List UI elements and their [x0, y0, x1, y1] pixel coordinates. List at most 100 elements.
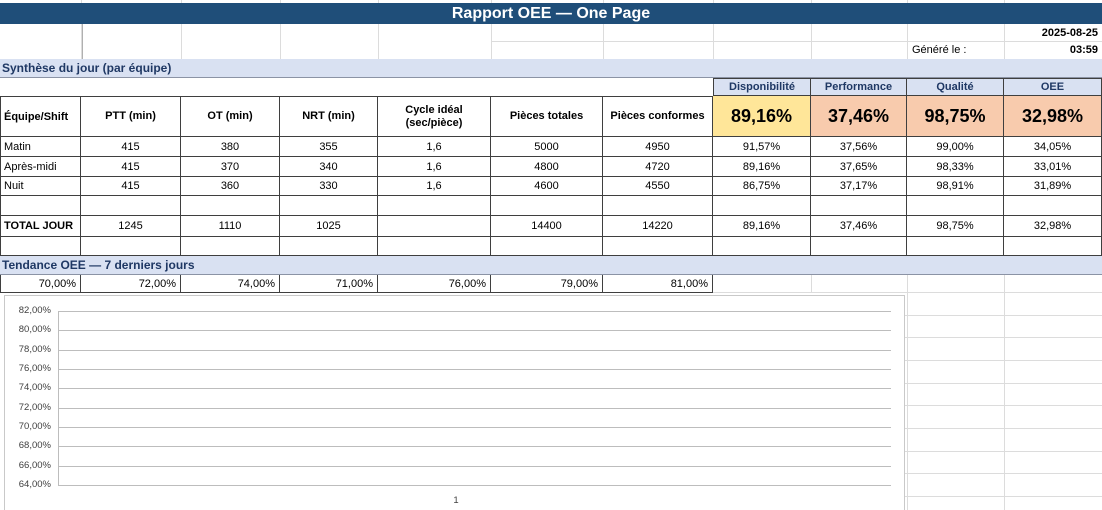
- kpi-header-qualite[interactable]: Qualité: [907, 78, 1004, 96]
- empty-cells[interactable]: [0, 78, 713, 96]
- table-cell[interactable]: [713, 237, 811, 256]
- table-cell[interactable]: 14220: [603, 216, 713, 237]
- table-cell[interactable]: Nuit: [0, 177, 81, 196]
- table-cell[interactable]: 99,00%: [907, 137, 1004, 157]
- table-cell[interactable]: [280, 196, 378, 216]
- table-cell[interactable]: [491, 237, 603, 256]
- table-cell[interactable]: 415: [81, 137, 181, 157]
- generated-label[interactable]: Généré le :: [912, 44, 967, 56]
- kpi-header-disponibilite[interactable]: Disponibilité: [713, 78, 811, 96]
- table-cell[interactable]: 14400: [491, 216, 603, 237]
- table-cell[interactable]: [603, 196, 713, 216]
- table-cell[interactable]: 1,6: [378, 177, 491, 196]
- column-header-ot[interactable]: OT (min): [181, 96, 280, 137]
- table-cell[interactable]: [1004, 196, 1102, 216]
- trend-value-cell[interactable]: 72,00%: [81, 275, 181, 293]
- trend-value-cell[interactable]: 71,00%: [280, 275, 378, 293]
- table-cell[interactable]: 4800: [491, 157, 603, 177]
- report-date[interactable]: 2025-08-25: [1041, 27, 1098, 39]
- table-cell[interactable]: [811, 237, 907, 256]
- table-cell[interactable]: 91,57%: [713, 137, 811, 157]
- table-cell[interactable]: 37,56%: [811, 137, 907, 157]
- table-cell[interactable]: [81, 237, 181, 256]
- table-cell[interactable]: 380: [181, 137, 280, 157]
- table-cell[interactable]: 86,75%: [713, 177, 811, 196]
- table-cell[interactable]: [811, 196, 907, 216]
- kpi-value-disponibilite[interactable]: 89,16%: [713, 96, 811, 137]
- kpi-value-qualite[interactable]: 98,75%: [907, 96, 1004, 137]
- kpi-header-oee[interactable]: OEE: [1004, 78, 1102, 96]
- table-cell[interactable]: 4600: [491, 177, 603, 196]
- table-cell[interactable]: Après-midi: [0, 157, 81, 177]
- table-cell[interactable]: 360: [181, 177, 280, 196]
- table-cell[interactable]: [0, 196, 81, 216]
- y-axis-tick-label: 82,00%: [18, 305, 51, 316]
- kpi-value-performance[interactable]: 37,46%: [811, 96, 907, 137]
- table-cell[interactable]: [378, 216, 491, 237]
- trend-value-cell[interactable]: 76,00%: [378, 275, 491, 293]
- table-cell[interactable]: 415: [81, 177, 181, 196]
- table-cell[interactable]: [181, 237, 280, 256]
- trend-value-cell[interactable]: 70,00%: [0, 275, 81, 293]
- table-cell[interactable]: [907, 196, 1004, 216]
- table-cell[interactable]: 4720: [603, 157, 713, 177]
- column-header-ptt[interactable]: PTT (min): [81, 96, 181, 137]
- section-header-tendance[interactable]: Tendance OEE — 7 derniers jours: [0, 256, 1102, 275]
- report-title-bar[interactable]: Rapport OEE — One Page: [0, 3, 1102, 24]
- column-header-cycle-ideal[interactable]: Cycle idéal (sec/pièce): [378, 96, 491, 137]
- table-row-nuit: Nuit 415 360 330 1,6 4600 4550 86,75% 37…: [0, 177, 1102, 196]
- table-cell[interactable]: 98,33%: [907, 157, 1004, 177]
- column-header-pieces-totales[interactable]: Pièces totales: [491, 96, 603, 137]
- y-axis-tick-label: 66,00%: [18, 460, 51, 471]
- table-cell[interactable]: 31,89%: [1004, 177, 1102, 196]
- table-cell[interactable]: 32,98%: [1004, 216, 1102, 237]
- table-cell[interactable]: [491, 196, 603, 216]
- kpi-header-performance[interactable]: Performance: [811, 78, 907, 96]
- table-cell[interactable]: 37,46%: [811, 216, 907, 237]
- table-cell[interactable]: 1,6: [378, 157, 491, 177]
- table-cell[interactable]: [378, 196, 491, 216]
- table-cell[interactable]: 1110: [181, 216, 280, 237]
- table-cell[interactable]: 330: [280, 177, 378, 196]
- table-cell[interactable]: 370: [181, 157, 280, 177]
- table-cell[interactable]: Matin: [0, 137, 81, 157]
- table-cell[interactable]: 1245: [81, 216, 181, 237]
- table-cell[interactable]: 37,17%: [811, 177, 907, 196]
- section-header-synthese[interactable]: Synthèse du jour (par équipe): [0, 59, 1102, 78]
- table-cell[interactable]: [713, 196, 811, 216]
- table-cell[interactable]: 1,6: [378, 137, 491, 157]
- table-cell[interactable]: 33,01%: [1004, 157, 1102, 177]
- table-cell[interactable]: 98,75%: [907, 216, 1004, 237]
- oee-trend-chart[interactable]: 82,00% 80,00% 78,00% 76,00% 74,00% 72,00…: [4, 295, 905, 510]
- column-header-equipe[interactable]: Équipe/Shift: [0, 96, 81, 137]
- table-cell[interactable]: [181, 196, 280, 216]
- trend-value-cell[interactable]: 81,00%: [603, 275, 713, 293]
- table-cell[interactable]: 89,16%: [713, 216, 811, 237]
- sheet-gridline: [1004, 275, 1005, 510]
- table-cell[interactable]: 37,65%: [811, 157, 907, 177]
- table-cell[interactable]: 89,16%: [713, 157, 811, 177]
- table-cell[interactable]: 4550: [603, 177, 713, 196]
- column-header-nrt[interactable]: NRT (min): [280, 96, 378, 137]
- table-cell[interactable]: 355: [280, 137, 378, 157]
- table-cell[interactable]: 1025: [280, 216, 378, 237]
- table-cell-total-label[interactable]: TOTAL JOUR: [0, 216, 81, 237]
- table-cell[interactable]: 34,05%: [1004, 137, 1102, 157]
- table-cell[interactable]: [81, 196, 181, 216]
- table-cell[interactable]: [378, 237, 491, 256]
- table-cell[interactable]: [280, 237, 378, 256]
- generated-time[interactable]: 03:59: [1069, 44, 1098, 56]
- table-cell[interactable]: 340: [280, 157, 378, 177]
- table-cell[interactable]: [1004, 237, 1102, 256]
- column-header-pieces-conformes[interactable]: Pièces conformes: [603, 96, 713, 137]
- table-cell[interactable]: 4950: [603, 137, 713, 157]
- table-cell[interactable]: 415: [81, 157, 181, 177]
- trend-value-cell[interactable]: 74,00%: [181, 275, 280, 293]
- table-cell[interactable]: [603, 237, 713, 256]
- table-cell[interactable]: [0, 237, 81, 256]
- table-cell[interactable]: 5000: [491, 137, 603, 157]
- kpi-value-oee[interactable]: 32,98%: [1004, 96, 1102, 137]
- table-cell[interactable]: 98,91%: [907, 177, 1004, 196]
- table-cell[interactable]: [907, 237, 1004, 256]
- trend-value-cell[interactable]: 79,00%: [491, 275, 603, 293]
